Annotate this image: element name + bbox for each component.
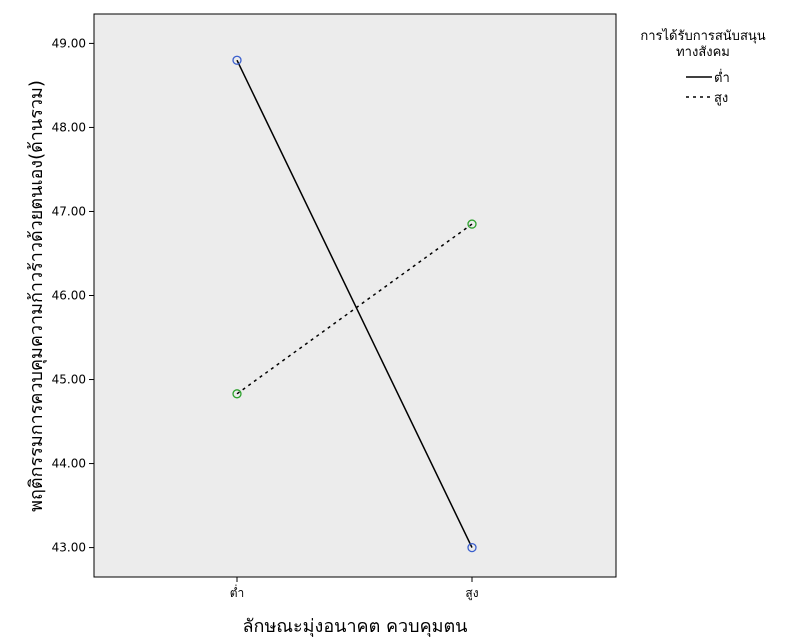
y-tick-label: 44.00 xyxy=(52,457,86,471)
data-point-1-2 xyxy=(467,542,477,553)
plot-area xyxy=(93,13,617,578)
x-axis-title: ลักษณะมุ่งอนาคต ควบคุมตน xyxy=(243,616,468,637)
y-tick-label: 47.00 xyxy=(52,204,86,218)
y-axis: 43.00 44.00 45.00 46.00 47.00 48.00 49.00 xyxy=(52,36,94,555)
y-tick-label: 46.00 xyxy=(52,289,86,303)
data-point-2-2 xyxy=(467,219,477,229)
legend-title-line-2: ทางสังคม xyxy=(676,45,730,60)
legend-entry-label-1: ต่ำ xyxy=(714,69,730,86)
x-tick-label: ต่ำ xyxy=(230,584,245,600)
y-axis-title: พฤติกรรมการควบคุมความก้าวร้าวด้วยตนเอง(ด… xyxy=(26,80,47,512)
y-tick-label: 48.00 xyxy=(52,120,86,134)
y-tick-label: 45.00 xyxy=(52,373,86,387)
series-markers xyxy=(232,55,477,553)
legend-title-line-1: การได้รับการสนับสนุน xyxy=(640,28,765,44)
series-line-1 xyxy=(236,59,473,548)
data-point-2-1 xyxy=(232,389,242,399)
series-lines xyxy=(236,59,473,548)
legend: การได้รับการสนับสนุน ทางสังคม ต่ำ สูง xyxy=(640,28,765,106)
y-tick-label: 43.00 xyxy=(52,541,86,555)
x-axis: ต่ำ สูง xyxy=(230,577,479,601)
data-point-1-1 xyxy=(232,55,242,65)
x-tick-label: สูง xyxy=(465,586,478,601)
y-tick-label: 49.00 xyxy=(52,36,86,50)
legend-entry-label-2: สูง xyxy=(714,91,728,106)
